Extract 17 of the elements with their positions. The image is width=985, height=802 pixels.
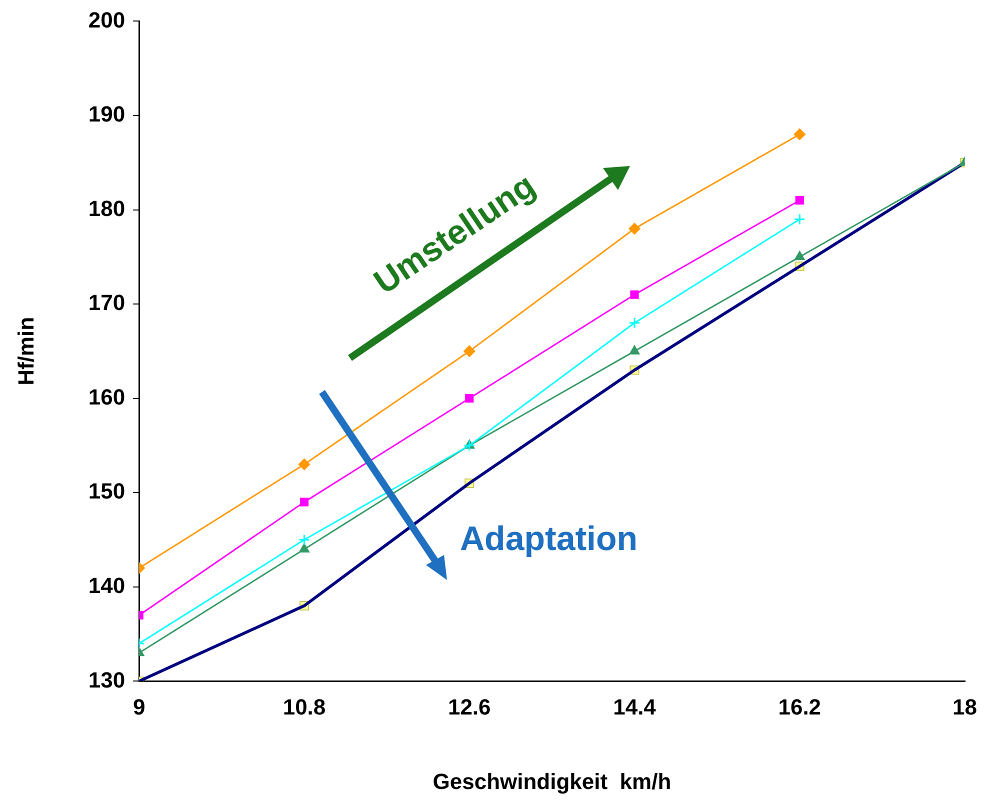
y-tick-label: 160 [88, 384, 126, 410]
x-tick-label: 12.6 [448, 694, 491, 720]
x-tick-label: 14.4 [613, 694, 657, 720]
x-axis-title: Geschwindigkeit km/h [432, 768, 672, 794]
x-tick-label: 9 [132, 694, 146, 720]
y-axis-title: Hf/min [13, 316, 38, 386]
y-tick-label: 180 [88, 196, 126, 221]
y-tick-label: 130 [88, 667, 126, 692]
y-tick-label: 190 [88, 102, 126, 127]
y-tick-label: 170 [88, 290, 126, 316]
x-tick-label: 10.8 [282, 694, 326, 720]
y-tick-label: 150 [88, 478, 126, 504]
y-tick-label: 140 [88, 572, 126, 598]
y-tick-label: 200 [88, 7, 126, 32]
x-tick-label: 16.2 [778, 694, 822, 720]
x-tick-label: 18 [952, 694, 978, 720]
annotation: Adaptation [460, 520, 638, 559]
